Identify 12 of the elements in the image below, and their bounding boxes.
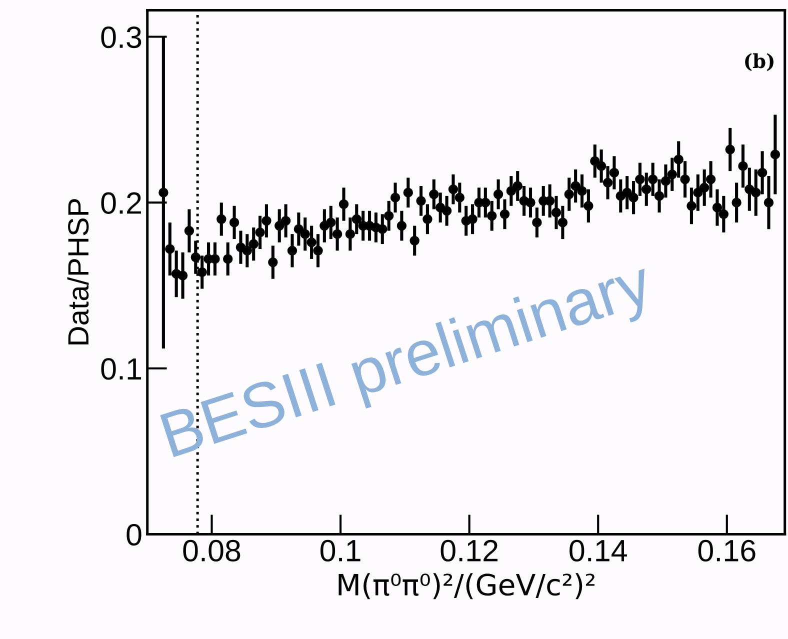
y-tick-label: 0.3 — [101, 26, 142, 48]
x-tick-label: 0.12 — [440, 540, 498, 562]
x-axis-title: M(π⁰π⁰)²/(GeV/c²)² — [338, 573, 594, 600]
x-tick-label: 0.1 — [320, 540, 360, 562]
x-tick-label: 0.16 — [698, 540, 756, 562]
y-tick-label: 0 — [126, 524, 142, 546]
x-tick-label: 0.08 — [183, 540, 240, 562]
y-tick-label: 0.2 — [101, 192, 141, 214]
x-tick-label: 0.14 — [570, 540, 627, 562]
annotation: (b) — [745, 53, 774, 72]
y-axis-title: Data/PHSP — [67, 199, 89, 344]
y-tick-label: 0.1 — [101, 358, 142, 380]
